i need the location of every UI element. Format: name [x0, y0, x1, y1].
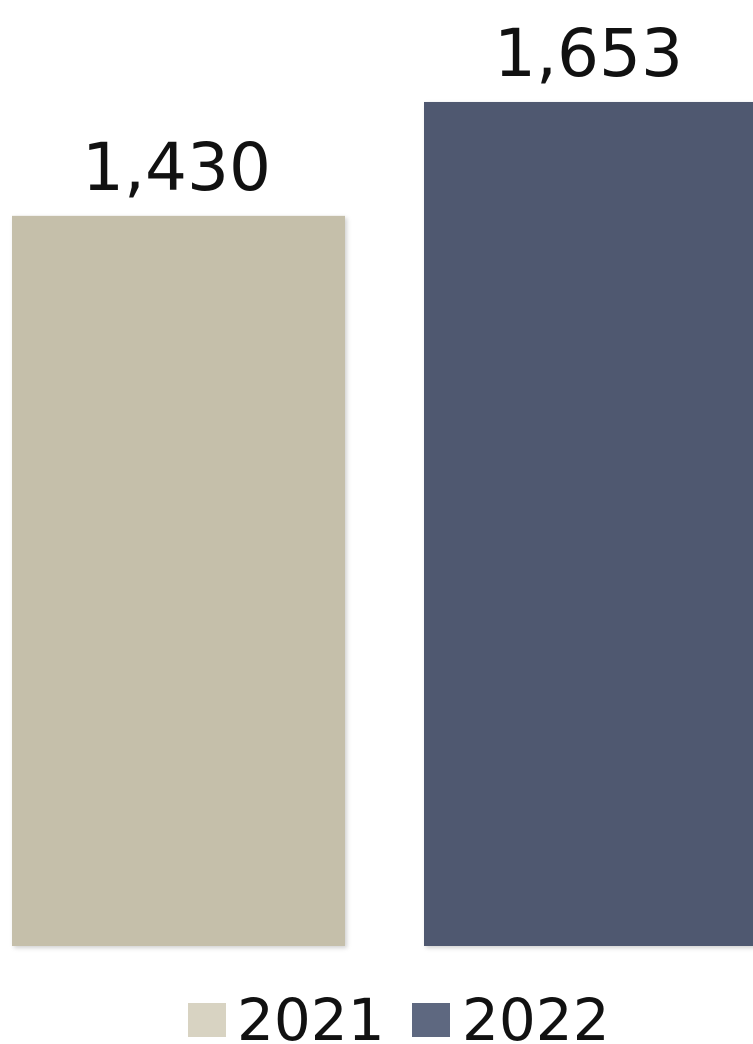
legend-item-2022: 2022 — [412, 986, 610, 1044]
legend-swatch-2022 — [412, 1003, 450, 1037]
legend: 2021 2022 — [188, 986, 610, 1044]
bar-2021 — [12, 215, 345, 947]
legend-label-2021: 2021 — [237, 986, 385, 1044]
bars-group — [12, 101, 753, 947]
data-label-2022: 1,653 — [494, 15, 683, 92]
bar-2022 — [424, 101, 753, 946]
legend-swatch-2021 — [188, 1003, 226, 1037]
data-label-2021: 1,430 — [82, 129, 271, 206]
data-labels-group: 1,430 1,653 — [82, 15, 683, 206]
legend-label-2022: 2022 — [462, 986, 610, 1044]
legend-item-2021: 2021 — [188, 986, 385, 1044]
